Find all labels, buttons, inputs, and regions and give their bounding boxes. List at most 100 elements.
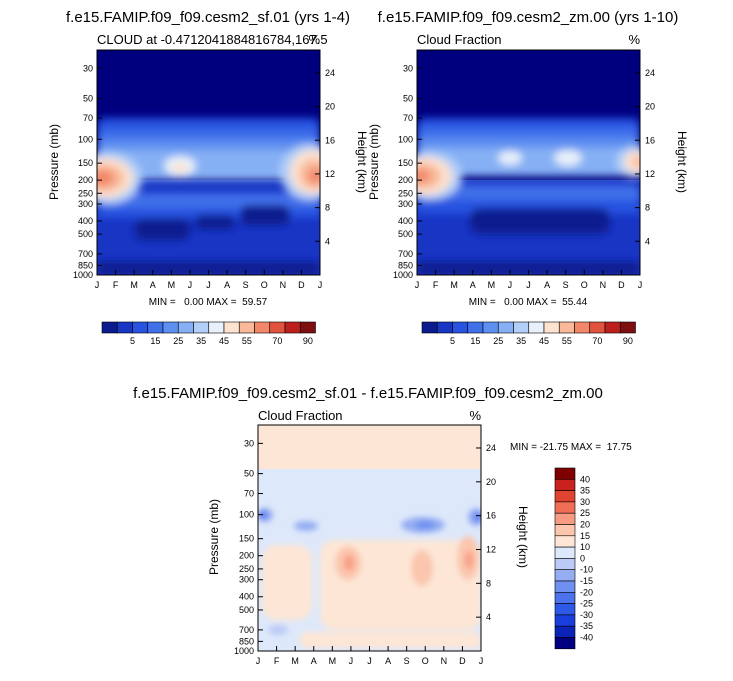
colorbar-label: 70	[592, 336, 602, 346]
height-tick-label: 12	[486, 544, 496, 554]
height-tick-label: 8	[645, 203, 650, 213]
colorbar-swatch	[284, 321, 301, 334]
panel-zm00: f.e15.FAMIP.f09_f09.cesm2_zm.00 (yrs 1-1…	[367, 9, 689, 346]
colorbar-swatch	[554, 501, 576, 514]
pressure-tick-label: 1000	[393, 270, 413, 280]
month-tick-label: F	[433, 280, 439, 290]
height-tick-label: 20	[325, 102, 335, 112]
month-tick-label: N	[441, 656, 448, 666]
month-tick-label: M	[329, 656, 337, 666]
pressure-tick-label: 200	[398, 175, 413, 185]
pressure-tick-label: 200	[78, 175, 93, 185]
height-tick-label: 4	[486, 612, 491, 622]
pressure-tick-label: 500	[78, 229, 93, 239]
colorbar-label: 70	[272, 336, 282, 346]
colorbar-swatch	[554, 614, 576, 627]
colorbar-swatch	[554, 558, 576, 571]
colorbar-label: -40	[580, 633, 593, 643]
pressure-tick-label: 150	[398, 158, 413, 168]
colorbar-swatch	[254, 321, 271, 334]
pressure-tick-label: 50	[403, 93, 413, 103]
height-tick-label: 16	[486, 511, 496, 521]
panel3-contour-field	[258, 425, 481, 651]
panel-difference: f.e15.FAMIP.f09_f09.cesm2_sf.01 - f.e15.…	[133, 385, 632, 666]
colorbar-swatch	[208, 321, 225, 334]
height-tick-label: 8	[325, 203, 330, 213]
colorbar-label: -30	[580, 610, 593, 620]
colorbar-label: 35	[580, 486, 590, 496]
month-tick-label: J	[479, 656, 484, 666]
colorbar-swatch	[497, 321, 514, 334]
colorbar-label: 20	[580, 520, 590, 530]
pressure-tick-label: 1000	[234, 646, 254, 656]
panel2-units-label: %	[628, 32, 640, 47]
month-tick-label: M	[450, 280, 458, 290]
colorbar-label: -20	[580, 587, 593, 597]
colorbar-label: 35	[516, 336, 526, 346]
month-tick-label: S	[563, 280, 569, 290]
pressure-tick-label: 50	[83, 93, 93, 103]
colorbar-swatch	[604, 321, 621, 334]
colorbar-swatch	[554, 637, 576, 650]
panel2-colorbar: 5 15 25 35 45 55 70 90	[421, 321, 636, 346]
panel3-ylabel: Pressure (mb)	[207, 499, 221, 575]
colorbar-swatch	[238, 321, 255, 334]
panel1-ylabel2: Height (km)	[355, 131, 369, 193]
colorbar-label: 5	[450, 336, 455, 346]
pressure-tick-label: 150	[78, 158, 93, 168]
month-tick-label: A	[311, 656, 317, 666]
colorbar-label: 55	[242, 336, 252, 346]
colorbar-label: 0	[580, 553, 585, 563]
colorbar-label: 40	[580, 474, 590, 484]
height-tick-label: 24	[325, 68, 335, 78]
month-tick-label: J	[367, 656, 372, 666]
colorbar-label: -35	[580, 621, 593, 631]
colorbar-label: 35	[196, 336, 206, 346]
pressure-tick-label: 250	[78, 188, 93, 198]
pressure-tick-label: 850	[398, 260, 413, 270]
colorbar-label: 15	[580, 531, 590, 541]
panel2-contour-field	[417, 50, 640, 275]
pressure-tick-label: 30	[244, 438, 254, 448]
month-tick-label: M	[168, 280, 176, 290]
month-tick-label: D	[618, 280, 625, 290]
pressure-tick-label: 500	[398, 229, 413, 239]
colorbar-label: 90	[623, 336, 633, 346]
panel3-ylabel2: Height (km)	[516, 506, 530, 568]
colorbar-swatch	[147, 321, 164, 334]
pressure-tick-label: 1000	[73, 270, 93, 280]
colorbar-swatch	[116, 321, 133, 334]
pressure-tick-label: 200	[239, 551, 254, 561]
pressure-tick-label: 250	[398, 188, 413, 198]
colorbar-swatch	[528, 321, 545, 334]
colorbar-label: 25	[173, 336, 183, 346]
pressure-tick-label: 70	[83, 113, 93, 123]
month-tick-label: D	[298, 280, 305, 290]
colorbar-swatch	[482, 321, 499, 334]
panel2-ylabel2: Height (km)	[675, 131, 689, 193]
panel1-left-label: CLOUD at -0.4712041884816784,167.5	[97, 32, 328, 47]
colorbar-swatch	[299, 321, 316, 334]
pressure-tick-label: 400	[78, 216, 93, 226]
pressure-tick-label: 300	[78, 199, 93, 209]
month-tick-label: N	[600, 280, 607, 290]
colorbar-swatch	[554, 625, 576, 638]
colorbar-swatch	[619, 321, 636, 334]
panel3-title: f.e15.FAMIP.f09_f09.cesm2_sf.01 - f.e15.…	[133, 385, 603, 402]
height-tick-label: 12	[325, 169, 335, 179]
pressure-tick-label: 70	[403, 113, 413, 123]
panel2-min-max: MIN = 0.00 MAX = 55.44	[469, 297, 588, 308]
colorbar-label: -10	[580, 565, 593, 575]
month-tick-label: J	[526, 280, 531, 290]
colorbar-label: 25	[493, 336, 503, 346]
colorbar-label: -25	[580, 599, 593, 609]
month-tick-label: A	[150, 280, 156, 290]
month-tick-label: N	[280, 280, 287, 290]
colorbar-label: 45	[219, 336, 229, 346]
height-tick-label: 24	[645, 68, 655, 78]
pressure-tick-label: 100	[78, 134, 93, 144]
colorbar-swatch	[554, 580, 576, 593]
colorbar-label: 90	[303, 336, 313, 346]
